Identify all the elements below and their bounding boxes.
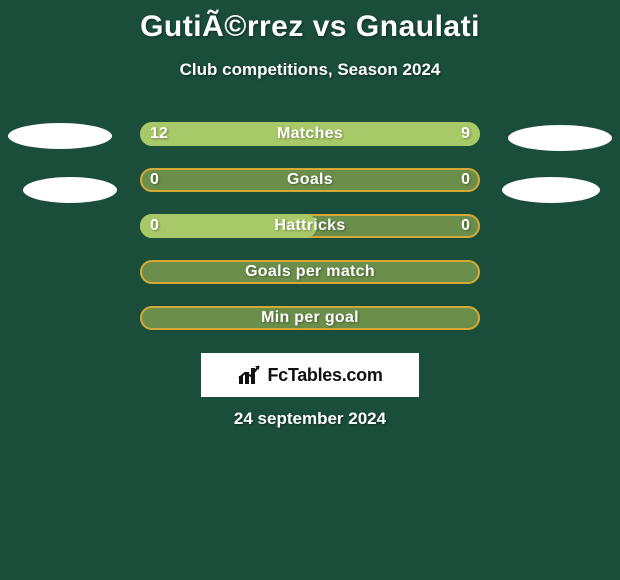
stat-value-right: 0	[140, 214, 470, 238]
stat-value-right: 9	[140, 122, 470, 146]
brand-chart-icon	[237, 364, 263, 386]
stat-rows: Matches129Goals00Hattricks00Goals per ma…	[0, 122, 620, 330]
page-title: GutiÃ©rrez vs Gnaulati	[0, 0, 620, 44]
decor-ellipse	[502, 177, 600, 203]
date-label: 24 september 2024	[0, 409, 620, 429]
decor-ellipse	[508, 125, 612, 151]
brand-text: FcTables.com	[267, 365, 382, 386]
stat-row: Hattricks00	[0, 214, 620, 238]
decor-ellipse	[23, 177, 117, 203]
stat-row: Min per goal	[0, 306, 620, 330]
stat-value-right: 0	[140, 168, 470, 192]
stat-label: Min per goal	[140, 306, 480, 330]
decor-ellipse	[8, 123, 112, 149]
stat-row: Goals per match	[0, 260, 620, 284]
stat-label: Goals per match	[140, 260, 480, 284]
subtitle: Club competitions, Season 2024	[0, 60, 620, 80]
brand-box: FcTables.com	[201, 353, 419, 397]
